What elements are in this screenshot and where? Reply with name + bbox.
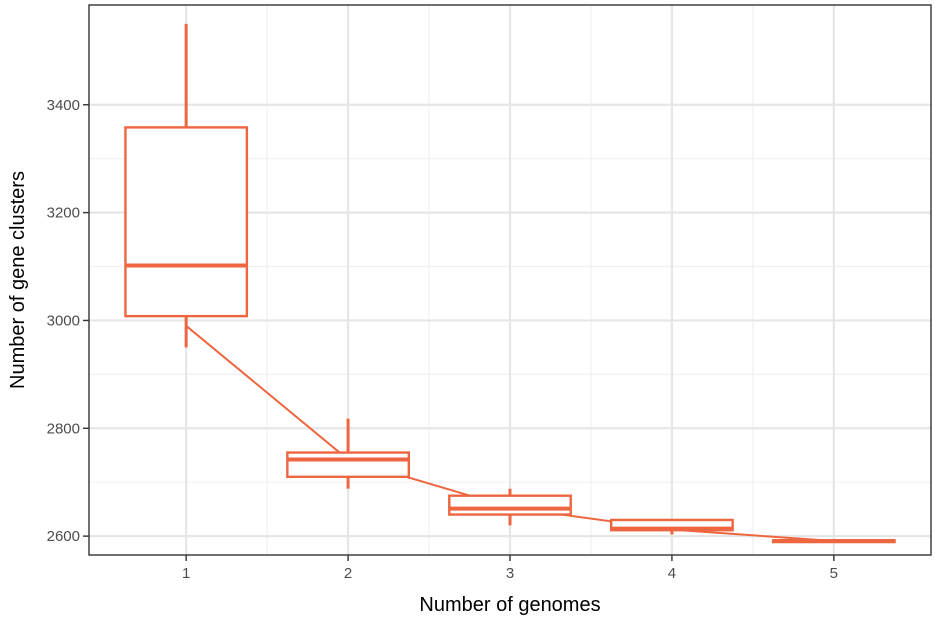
x-tick-label: 2 [344,565,352,582]
y-tick-label: 3400 [47,97,80,114]
y-tick-label: 3000 [47,312,80,329]
box-iqr [124,126,249,318]
boxplot-5 [771,538,896,544]
x-tick-label: 4 [668,565,676,582]
x-tick-label: 1 [182,565,190,582]
y-tick-label: 2600 [47,528,80,545]
y-tick-label: 3200 [47,205,80,222]
y-axis: 2600 2800 3000 3200 3400 [47,97,89,545]
x-axis-title: Number of genomes [419,594,600,616]
boxplot-2 [286,418,410,489]
boxplot-4 [610,518,734,535]
boxplots [124,23,896,544]
box-iqr [448,494,572,516]
x-tick-label: 3 [506,565,514,582]
y-axis-title: Number of gene clusters [7,171,29,389]
boxplot-3 [448,488,572,526]
box-iqr [286,451,410,479]
boxplot-1 [124,23,249,348]
x-axis: 1 2 3 4 5 [182,555,838,582]
x-tick-label: 5 [830,565,838,582]
y-tick-label: 2800 [47,420,80,437]
